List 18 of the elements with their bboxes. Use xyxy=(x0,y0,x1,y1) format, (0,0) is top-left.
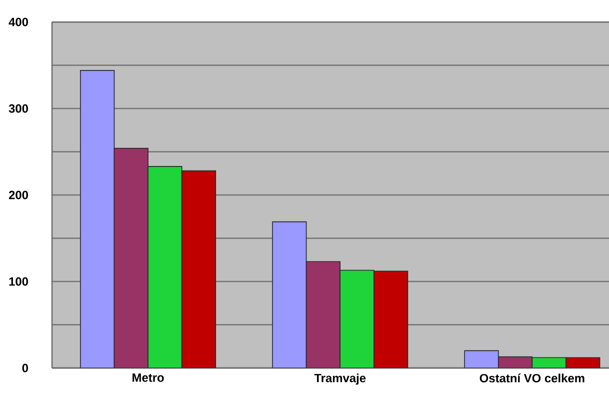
bar xyxy=(306,261,341,368)
x-tick-label: Tramvaje xyxy=(314,374,366,385)
y-tick-label: 200 xyxy=(8,190,28,200)
y-tick-label: 0 xyxy=(22,364,28,372)
bar xyxy=(114,148,148,368)
bar xyxy=(272,221,307,368)
y-tick-label: 100 xyxy=(9,277,28,286)
x-tick-label: Ostatní VO celkem xyxy=(480,374,584,382)
bar xyxy=(374,270,408,368)
bar xyxy=(498,356,533,368)
bar xyxy=(148,166,182,368)
bar xyxy=(464,350,499,368)
y-tick-label: 300 xyxy=(8,104,28,113)
x-tick-label: Metro xyxy=(132,374,164,382)
bar xyxy=(80,70,115,368)
y-tick-label: 400 xyxy=(8,18,28,26)
bar xyxy=(181,170,216,368)
bar xyxy=(340,270,374,368)
